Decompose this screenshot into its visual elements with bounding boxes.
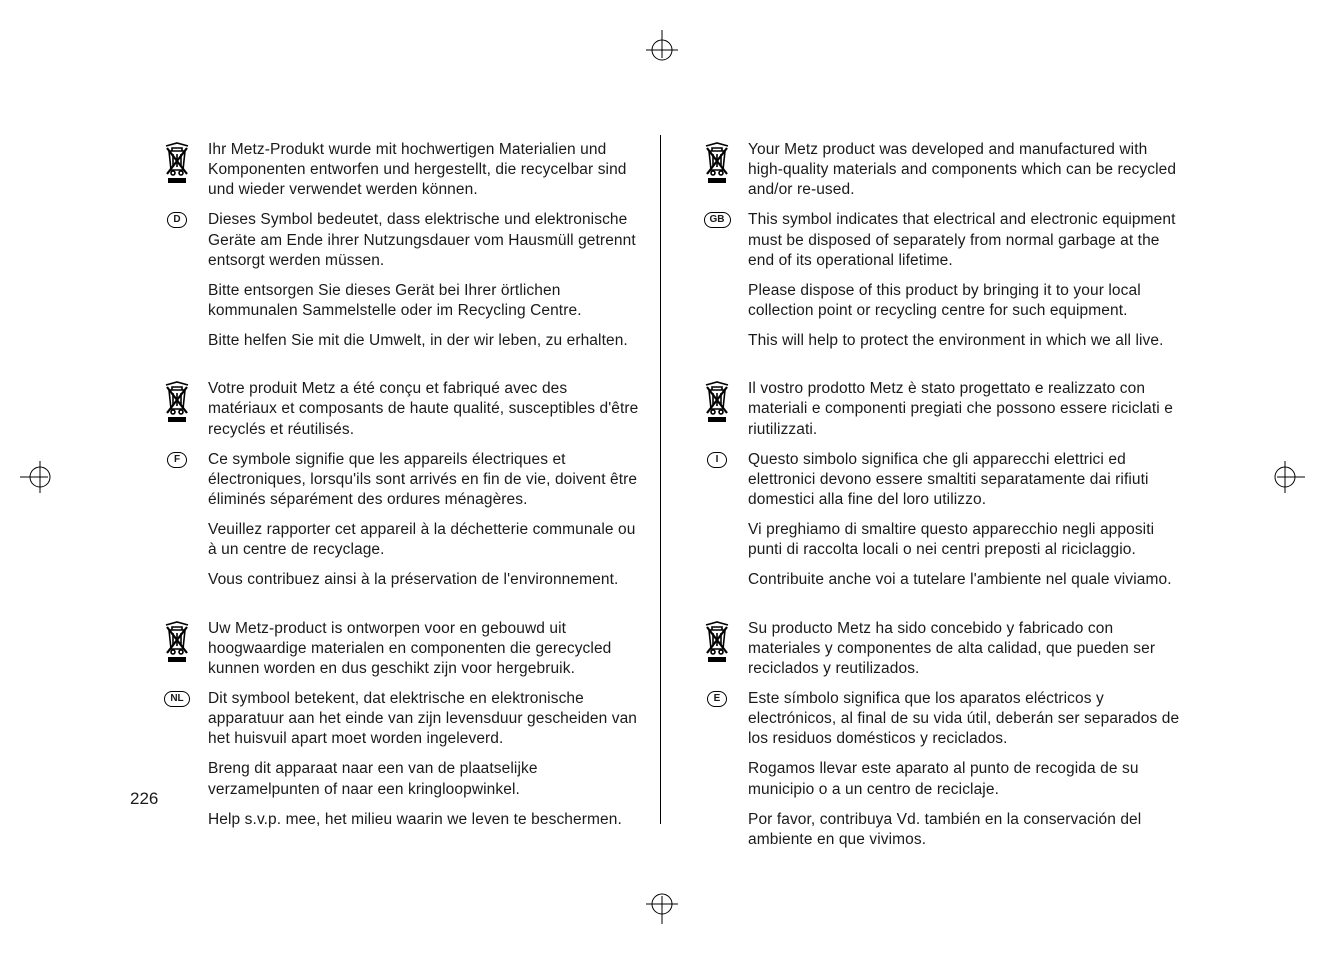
lang-badge-de: D <box>167 212 187 228</box>
weee-icon <box>162 142 192 189</box>
lang-block-it: Il vostro prodotto Metz è stato progetta… <box>700 379 1180 590</box>
paragraph: This symbol indicates that electrical an… <box>748 210 1180 270</box>
weee-icon <box>702 621 732 668</box>
paragraph: Votre produit Metz a été conçu et fabriq… <box>208 379 640 439</box>
lang-block-nl: Uw Metz-product is ontworpen voor en geb… <box>160 619 640 830</box>
lang-badge-it: I <box>707 452 727 468</box>
paragraph: Contribuite anche voi a tutelare l'ambie… <box>748 570 1180 590</box>
crop-mark-right <box>1265 435 1305 520</box>
page: Ihr Metz-Produkt wurde mit hochwertigen … <box>0 0 1325 954</box>
crop-mark-left <box>20 435 60 520</box>
paragraph: Help s.v.p. mee, het milieu waarin we le… <box>208 810 640 830</box>
right-column: Your Metz product was developed and manu… <box>700 140 1180 878</box>
paragraph: Uw Metz-product is ontworpen voor en geb… <box>208 619 640 679</box>
content-columns: Ihr Metz-Produkt wurde mit hochwertigen … <box>160 140 1180 878</box>
crop-mark-top <box>620 30 705 70</box>
paragraph: Rogamos llevar este aparato al punto de … <box>748 759 1180 799</box>
crop-mark-bottom <box>620 884 705 924</box>
left-column: Ihr Metz-Produkt wurde mit hochwertigen … <box>160 140 640 878</box>
paragraph: Ihr Metz-Produkt wurde mit hochwertigen … <box>208 140 640 200</box>
paragraph: Por favor, contribuya Vd. también en la … <box>748 810 1180 850</box>
lang-block-de: Ihr Metz-Produkt wurde mit hochwertigen … <box>160 140 640 351</box>
lang-block-gb: Your Metz product was developed and manu… <box>700 140 1180 351</box>
paragraph: Vous contribuez ainsi à la préservation … <box>208 570 640 590</box>
weee-icon <box>702 142 732 189</box>
weee-icon <box>162 381 192 428</box>
paragraph: Ce symbole signifie que les appareils él… <box>208 450 640 510</box>
paragraph: Please dispose of this product by bringi… <box>748 281 1180 321</box>
paragraph: Questo simbolo significa che gli apparec… <box>748 450 1180 510</box>
paragraph: Vi preghiamo di smaltire questo apparecc… <box>748 520 1180 560</box>
weee-icon <box>702 381 732 428</box>
paragraph: Dieses Symbol bedeutet, dass elektrische… <box>208 210 640 270</box>
paragraph: Il vostro prodotto Metz è stato progetta… <box>748 379 1180 439</box>
paragraph: Bitte entsorgen Sie dieses Gerät bei Ihr… <box>208 281 640 321</box>
lang-block-fr: Votre produit Metz a été conçu et fabriq… <box>160 379 640 590</box>
paragraph: Bitte helfen Sie mit die Umwelt, in der … <box>208 331 640 351</box>
paragraph: Su producto Metz ha sido concebido y fab… <box>748 619 1180 679</box>
weee-icon <box>162 621 192 668</box>
lang-badge-fr: F <box>167 452 187 468</box>
paragraph: Your Metz product was developed and manu… <box>748 140 1180 200</box>
paragraph: Dit symbool betekent, dat elektrische en… <box>208 689 640 749</box>
page-number: 226 <box>130 789 158 809</box>
lang-badge-gb: GB <box>704 212 731 228</box>
paragraph: This will help to protect the environmen… <box>748 331 1180 351</box>
lang-badge-nl: NL <box>164 691 189 707</box>
paragraph: Veuillez rapporter cet appareil à la déc… <box>208 520 640 560</box>
lang-badge-es: E <box>707 691 727 707</box>
lang-block-es: Su producto Metz ha sido concebido y fab… <box>700 619 1180 850</box>
paragraph: Este símbolo significa que los aparatos … <box>748 689 1180 749</box>
paragraph: Breng dit apparaat naar een van de plaat… <box>208 759 640 799</box>
